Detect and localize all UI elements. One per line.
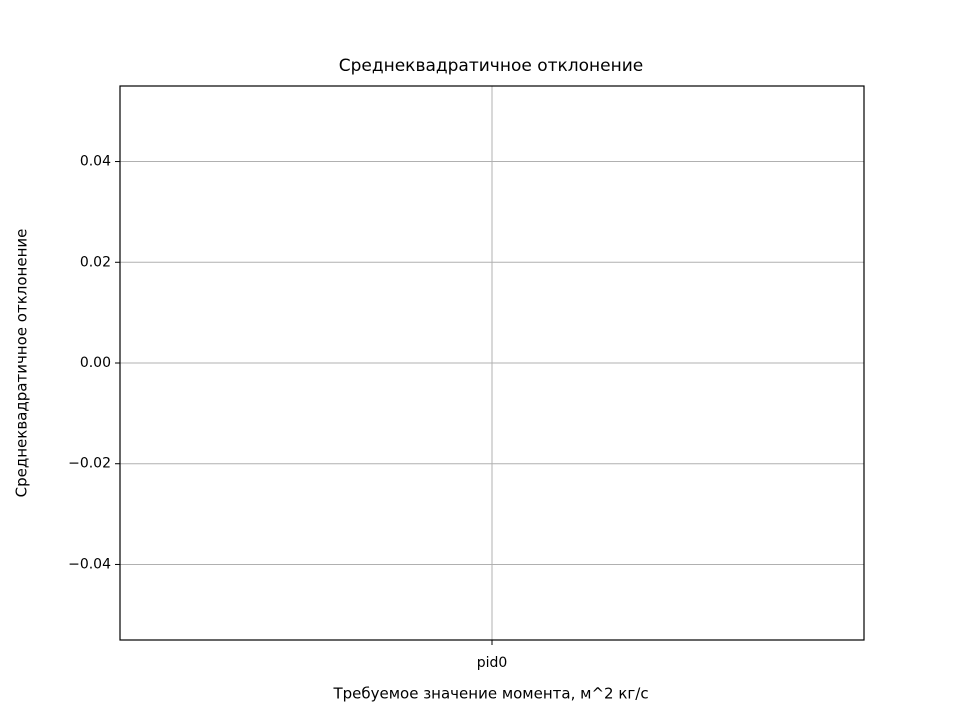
y-tick-label: 0.04	[80, 154, 111, 170]
y-tick-label: −0.04	[68, 556, 111, 572]
y-axis-label: Среднеквадратичное отклонение	[13, 229, 31, 498]
y-tick-label: 0.00	[80, 355, 111, 371]
plot-frame	[119, 85, 865, 641]
y-tick-label: −0.02	[68, 456, 111, 472]
x-axis-label: Требуемое значение момента, м^2 кг/с	[332, 685, 648, 703]
chart-title: Среднеквадратичное отклонение	[339, 56, 644, 76]
y-tick-label: 0.02	[80, 254, 111, 270]
x-tick-label: pid0	[477, 655, 508, 671]
